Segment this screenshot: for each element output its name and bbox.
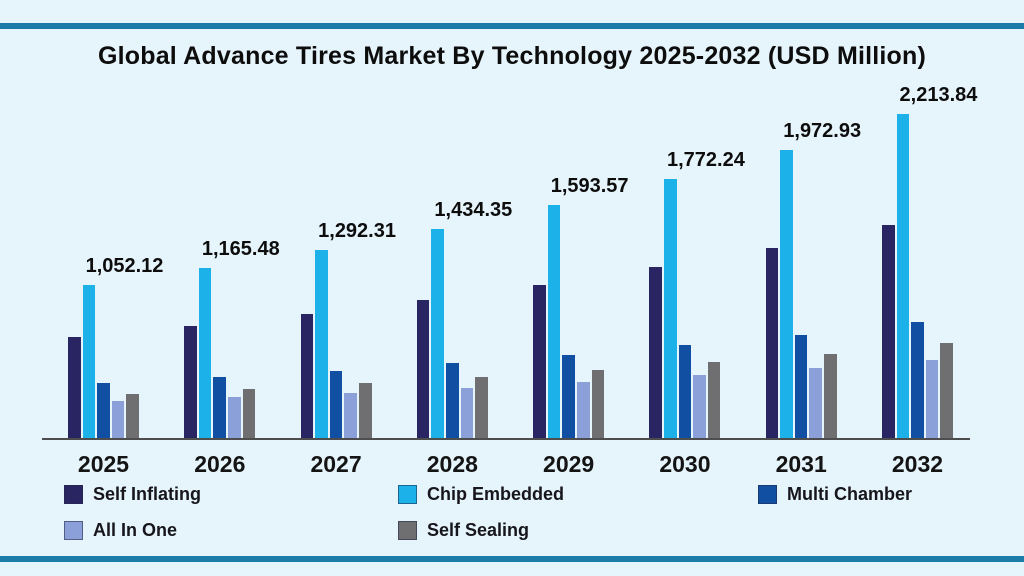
bar-multi-chamber-2028 [446, 363, 459, 439]
bar-self-sealing-2027 [358, 383, 372, 439]
legend-swatch-multi-chamber [758, 485, 777, 504]
bar-all-in-one-2032 [925, 359, 939, 439]
bar-self-sealing-2030 [707, 362, 721, 439]
bar-multi-chamber-2032 [911, 322, 924, 439]
value-label-2028: 1,434.35 [434, 198, 513, 221]
bar-all-in-one-2031 [809, 368, 823, 439]
bar-self-inflating-2028 [416, 300, 430, 439]
bar-multi-chamber-2029 [562, 354, 575, 439]
bar-group-2029: 1,593.57 2029 [533, 109, 629, 477]
x-axis-label-2027: 2027 [310, 451, 362, 477]
legend-swatch-chip-embedded [398, 485, 417, 504]
bar-chip-embedded-2031 [780, 149, 793, 439]
legend-item-all-in-one: All In One [64, 520, 398, 541]
bar-cluster [649, 109, 721, 439]
bar-all-in-one-2028 [460, 387, 474, 439]
bar-all-in-one-2027 [344, 392, 357, 439]
x-axis-label-2028: 2028 [426, 451, 478, 477]
bar-cluster [765, 109, 837, 439]
bar-self-inflating-2025 [68, 337, 81, 439]
value-label-2025: 1,052.12 [85, 254, 164, 277]
legend-swatch-self-inflating [64, 485, 83, 504]
legend-label: Chip Embedded [427, 484, 565, 504]
bottom-border-rule [0, 556, 1024, 562]
bar-chip-embedded-2025 [82, 284, 96, 439]
legend-item-self-sealing: Self Sealing [398, 520, 758, 541]
bar-multi-chamber-2030 [678, 345, 692, 439]
bar-all-in-one-2026 [228, 397, 241, 439]
bar-chip-embedded-2032 [896, 114, 910, 439]
bar-group-2030: 1,772.24 2030 [649, 109, 745, 477]
bar-group-2028: 1,434.35 2028 [416, 109, 512, 477]
bar-group-2026: 1,165.48 2026 [184, 109, 280, 477]
legend-swatch-all-in-one [64, 521, 83, 540]
x-axis-label-2031: 2031 [775, 451, 827, 477]
x-axis-line [42, 438, 970, 440]
legend-label: Self Inflating [93, 484, 201, 504]
bar-self-sealing-2026 [242, 388, 256, 439]
bar-chip-embedded-2029 [547, 205, 561, 439]
bar-cluster [533, 109, 605, 439]
legend-label: Self Sealing [427, 520, 530, 540]
bar-self-inflating-2029 [533, 284, 546, 439]
bar-group-2027: 1,292.31 2027 [300, 109, 396, 477]
bar-self-inflating-2030 [649, 267, 662, 439]
bar-group-2025: 1,052.12 2025 [68, 109, 163, 477]
bar-self-sealing-2028 [475, 377, 488, 439]
bar-group-2031: 1,972.93 2031 [765, 109, 861, 477]
bar-self-inflating-2032 [881, 224, 895, 439]
bar-multi-chamber-2025 [97, 383, 110, 439]
value-label-2030: 1,772.24 [666, 149, 745, 172]
bar-cluster [68, 109, 139, 439]
bar-multi-chamber-2027 [329, 370, 343, 439]
value-label-2031: 1,972.93 [783, 119, 862, 142]
top-border-rule [0, 23, 1024, 29]
bar-group-2032: 2,213.84 2032 [881, 84, 977, 477]
legend-label: Multi Chamber [787, 484, 913, 504]
bar-multi-chamber-2031 [794, 334, 808, 439]
x-axis-label-2030: 2030 [659, 451, 711, 477]
chart-title: Global Advance Tires Market By Technolog… [97, 42, 927, 70]
x-axis-label-2025: 2025 [77, 451, 130, 477]
bar-cluster [300, 109, 372, 439]
bar-all-in-one-2029 [576, 381, 590, 439]
value-label-2029: 1,593.57 [550, 175, 629, 198]
bar-self-inflating-2031 [765, 248, 779, 439]
value-label-2032: 2,213.84 [899, 84, 978, 107]
bar-self-inflating-2027 [300, 313, 314, 439]
bar-self-sealing-2029 [591, 370, 605, 439]
bar-all-in-one-2030 [693, 375, 706, 439]
legend: Self Inflating Chip Embedded Multi Chamber… [64, 484, 964, 541]
bar-self-sealing-2032 [940, 343, 953, 439]
bar-self-sealing-2025 [126, 393, 139, 439]
bar-cluster [881, 109, 953, 439]
plot-area: 1,052.12 2025 1,165.48 2026 1,292.31 2027 1,43… [68, 84, 977, 477]
legend-swatch-self-sealing [398, 521, 417, 540]
legend-item-multi-chamber: Multi Chamber [758, 484, 964, 505]
bar-chip-embedded-2026 [198, 268, 212, 439]
bar-cluster [184, 109, 256, 439]
bar-chip-embedded-2027 [315, 249, 328, 439]
bar-multi-chamber-2026 [213, 377, 227, 439]
bar-cluster [416, 109, 488, 439]
bar-chip-embedded-2030 [664, 179, 677, 439]
value-label-2026: 1,165.48 [201, 238, 280, 261]
bar-chip-embedded-2028 [431, 228, 445, 439]
value-label-2027: 1,292.31 [318, 219, 396, 242]
bar-all-in-one-2025 [111, 401, 125, 439]
x-axis-label-2032: 2032 [891, 451, 944, 477]
legend-item-self-inflating: Self Inflating [64, 484, 398, 505]
x-axis-label-2026: 2026 [194, 451, 246, 477]
legend-label: All In One [93, 520, 178, 540]
bar-self-sealing-2031 [824, 353, 837, 439]
legend-item-chip-embedded: Chip Embedded [398, 484, 758, 505]
x-axis-label-2029: 2029 [543, 451, 595, 477]
bar-self-inflating-2026 [184, 326, 197, 439]
